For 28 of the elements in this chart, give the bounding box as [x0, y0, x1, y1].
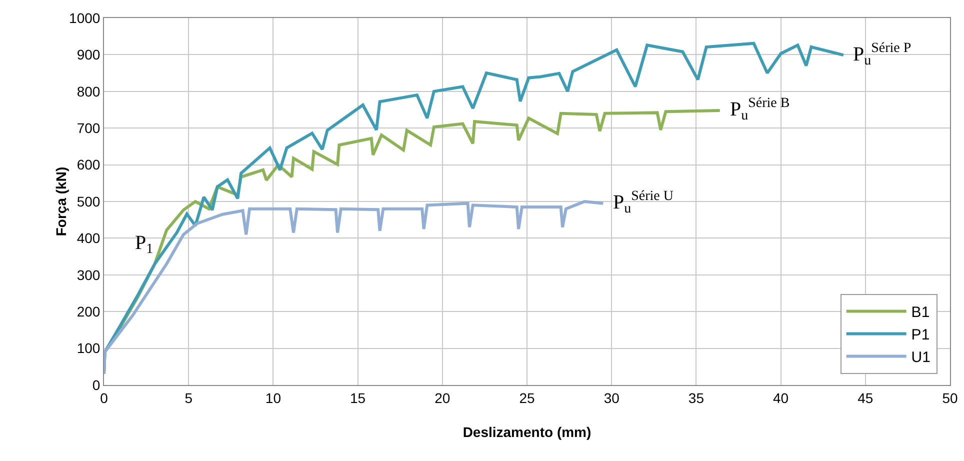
x-tick-label: 10	[265, 390, 282, 406]
y-axis-title: Força (kN)	[53, 166, 69, 236]
x-tick-label: 45	[858, 390, 874, 406]
legend-label: U1	[911, 349, 930, 366]
x-tick-label: 50	[942, 390, 958, 406]
y-tick-label: 300	[76, 266, 100, 283]
x-tick-label: 25	[519, 390, 535, 406]
legend-label: P1	[911, 326, 930, 344]
x-tick-label: 35	[688, 390, 704, 406]
x-tick-label: 5	[184, 390, 193, 406]
y-tick-label: 900	[76, 46, 100, 63]
y-tick-label: 1000	[69, 10, 100, 26]
line-series	[104, 200, 605, 376]
y-tick-label: 0	[92, 376, 100, 393]
y-tick-label: 400	[76, 230, 100, 246]
y-tick-label: 200	[76, 304, 100, 320]
y-tick-label: 700	[76, 120, 100, 136]
y-tick-label: 100	[76, 340, 100, 356]
x-tick-label: 15	[350, 390, 366, 406]
legend-label: B1	[911, 304, 930, 322]
x-axis-title: Deslizamento (mm)	[462, 424, 592, 440]
y-tick-label: 600	[76, 156, 100, 173]
annotation: P$_{1}$	[135, 232, 154, 258]
x-tick-label: 20	[434, 390, 450, 406]
y-tick-label: 500	[76, 193, 100, 210]
y-tick-label: 800	[76, 83, 100, 100]
x-tick-label: 40	[773, 390, 789, 406]
x-tick-label: 30	[604, 390, 620, 406]
